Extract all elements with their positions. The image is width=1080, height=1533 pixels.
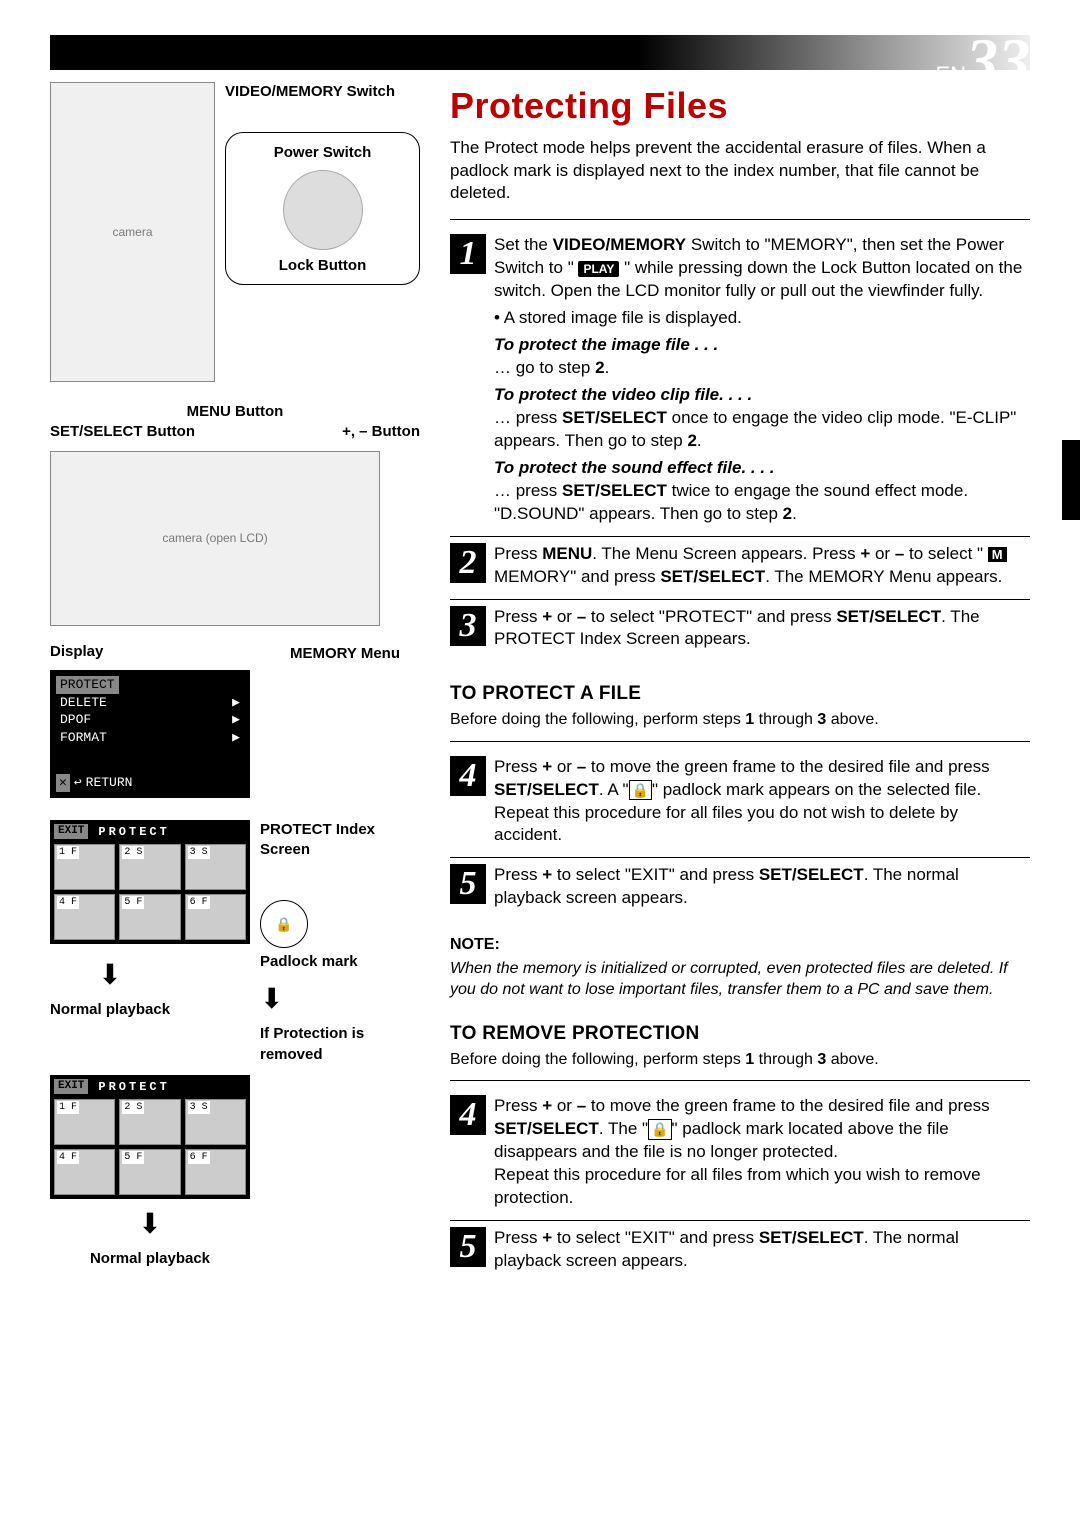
protect-exit-label: EXIT [54, 824, 88, 839]
thumb-tab [1062, 440, 1080, 520]
content-column: Protecting Files The Protect mode helps … [450, 82, 1030, 1283]
header-bar [50, 35, 1030, 70]
memory-menu-screen: PROTECT DELETE ▶ DPOF ▶ FORMAT ▶ ✕ ↩RETURN [50, 670, 250, 798]
protect-image-heading: To protect the image file . . . [494, 334, 1030, 357]
protect-index-screen-1: EXIT PROTECT 1 F 2 S 3 S 4 F 5 F 6 F [50, 820, 250, 944]
padlock-mark-label: Padlock mark [260, 952, 420, 972]
step-number: 3 [450, 606, 486, 646]
step-4-protect: 4 Press + or – to move the green frame t… [450, 750, 1030, 859]
protect-file-heading: TO PROTECT A FILE [450, 681, 1030, 707]
page-lang: EN [935, 62, 966, 87]
mem-menu-item-delete: DELETE [60, 694, 107, 712]
menu-button-label: MENU Button [50, 402, 420, 422]
step-1: 1 Set the VIDEO/MEMORY Switch to "MEMORY… [450, 228, 1030, 536]
power-switch-label: Power Switch [238, 143, 407, 163]
step-number: 1 [450, 234, 486, 274]
protect-exit-label: EXIT [54, 1079, 88, 1094]
menu-arrow-icon: ▶ [232, 694, 240, 712]
intro-text: The Protect mode helps prevent the accid… [450, 137, 1030, 206]
remove-before: Before doing the following, perform step… [450, 1049, 1030, 1071]
step-number: 2 [450, 543, 486, 583]
step-2: 2 Press MENU. The Menu Screen appears. P… [450, 537, 1030, 600]
normal-playback-label-2: Normal playback [50, 1249, 250, 1269]
step-number: 5 [450, 864, 486, 904]
repeat-text: Repeat this procedure for all files from… [494, 1164, 1030, 1210]
camera-side-diagram: camera (open LCD) [50, 451, 380, 626]
protect-sound-heading: To protect the sound effect file. . . . [494, 457, 1030, 480]
protect-file-before: Before doing the following, perform step… [450, 709, 1030, 731]
step-number: 4 [450, 1095, 486, 1135]
camera-front-diagram: camera [50, 82, 215, 382]
thumb-4: 4 F [54, 1149, 115, 1195]
power-dial-icon [283, 170, 363, 250]
step-5-protect: 5 Press + to select "EXIT" and press SET… [450, 858, 1030, 920]
repeat-text: Repeat this procedure for all files you … [494, 802, 1030, 848]
protect-index-screen-2: EXIT PROTECT 1 F 2 S 3 S 4 F 5 F 6 F [50, 1075, 250, 1199]
step-3: 3 Press + or – to select "PROTECT" and p… [450, 600, 1030, 662]
normal-playback-label-1: Normal playback [50, 1000, 170, 1020]
step-4-remove: 4 Press + or – to move the green frame t… [450, 1089, 1030, 1221]
thumb-3: 3 S [185, 1099, 246, 1145]
power-switch-callout: Power Switch Lock Button [225, 132, 420, 285]
mem-menu-return-label: RETURN [86, 774, 133, 792]
menu-arrow-icon: ▶ [232, 711, 240, 729]
padlock-icon: 🔒 [260, 900, 308, 948]
if-removed-label: If Protection is removed [260, 1024, 420, 1065]
page-number: EN33 [935, 18, 1030, 104]
thumb-3: 3 S [185, 844, 246, 890]
thumb-1: 1 F [54, 844, 115, 890]
protect-index-screen-label: PROTECT Index Screen [260, 820, 420, 861]
lock-button-label: Lock Button [238, 256, 407, 276]
set-select-button-label: SET/SELECT Button [50, 422, 195, 442]
note-body: When the memory is initialized or corrup… [450, 958, 1030, 1001]
remove-protection-heading: TO REMOVE PROTECTION [450, 1021, 1030, 1047]
close-icon: ✕ [56, 774, 70, 792]
thumb-6: 6 F [185, 894, 246, 940]
bullet-text: • A stored image file is displayed. [494, 307, 1030, 330]
thumb-2: 2 S [119, 1099, 180, 1145]
protect-video-heading: To protect the video clip file. . . . [494, 384, 1030, 407]
protect-title-label: PROTECT [98, 1079, 169, 1095]
padlock-icon: 🔒 [629, 780, 652, 801]
menu-arrow-icon: ▶ [232, 729, 240, 747]
video-memory-switch-label: VIDEO/MEMORY Switch [225, 82, 420, 102]
protect-title-label: PROTECT [98, 824, 169, 840]
mem-menu-return: ↩ [74, 774, 82, 792]
mem-menu-item-format: FORMAT [60, 729, 107, 747]
page-num-digits: 33 [966, 25, 1030, 96]
thumb-5: 5 F [119, 1149, 180, 1195]
plus-minus-button-label: +, – Button [342, 422, 420, 442]
mem-menu-item-dpof: DPOF [60, 711, 91, 729]
step-5-remove: 5 Press + to select "EXIT" and press SET… [450, 1221, 1030, 1283]
thumb-5: 5 F [119, 894, 180, 940]
play-icon: PLAY [578, 261, 619, 277]
thumb-4: 4 F [54, 894, 115, 940]
thumb-2: 2 S [119, 844, 180, 890]
arrow-down-icon: ⬇ [50, 956, 170, 994]
padlock-icon: 🔒 [648, 1119, 671, 1140]
manual-page: EN33 camera VIDEO/MEMORY Switch Power Sw… [0, 0, 1080, 1323]
arrow-down-icon: ⬇ [260, 980, 420, 1018]
step-number: 5 [450, 1227, 486, 1267]
thumb-1: 1 F [54, 1099, 115, 1145]
arrow-down-icon: ⬇ [50, 1205, 250, 1243]
diagrams-column: camera VIDEO/MEMORY Switch Power Switch … [50, 82, 420, 1283]
m-icon: M [988, 547, 1007, 562]
thumb-6: 6 F [185, 1149, 246, 1195]
mem-menu-item-protect: PROTECT [56, 676, 119, 694]
note-heading: NOTE: [450, 934, 1030, 956]
step-number: 4 [450, 756, 486, 796]
